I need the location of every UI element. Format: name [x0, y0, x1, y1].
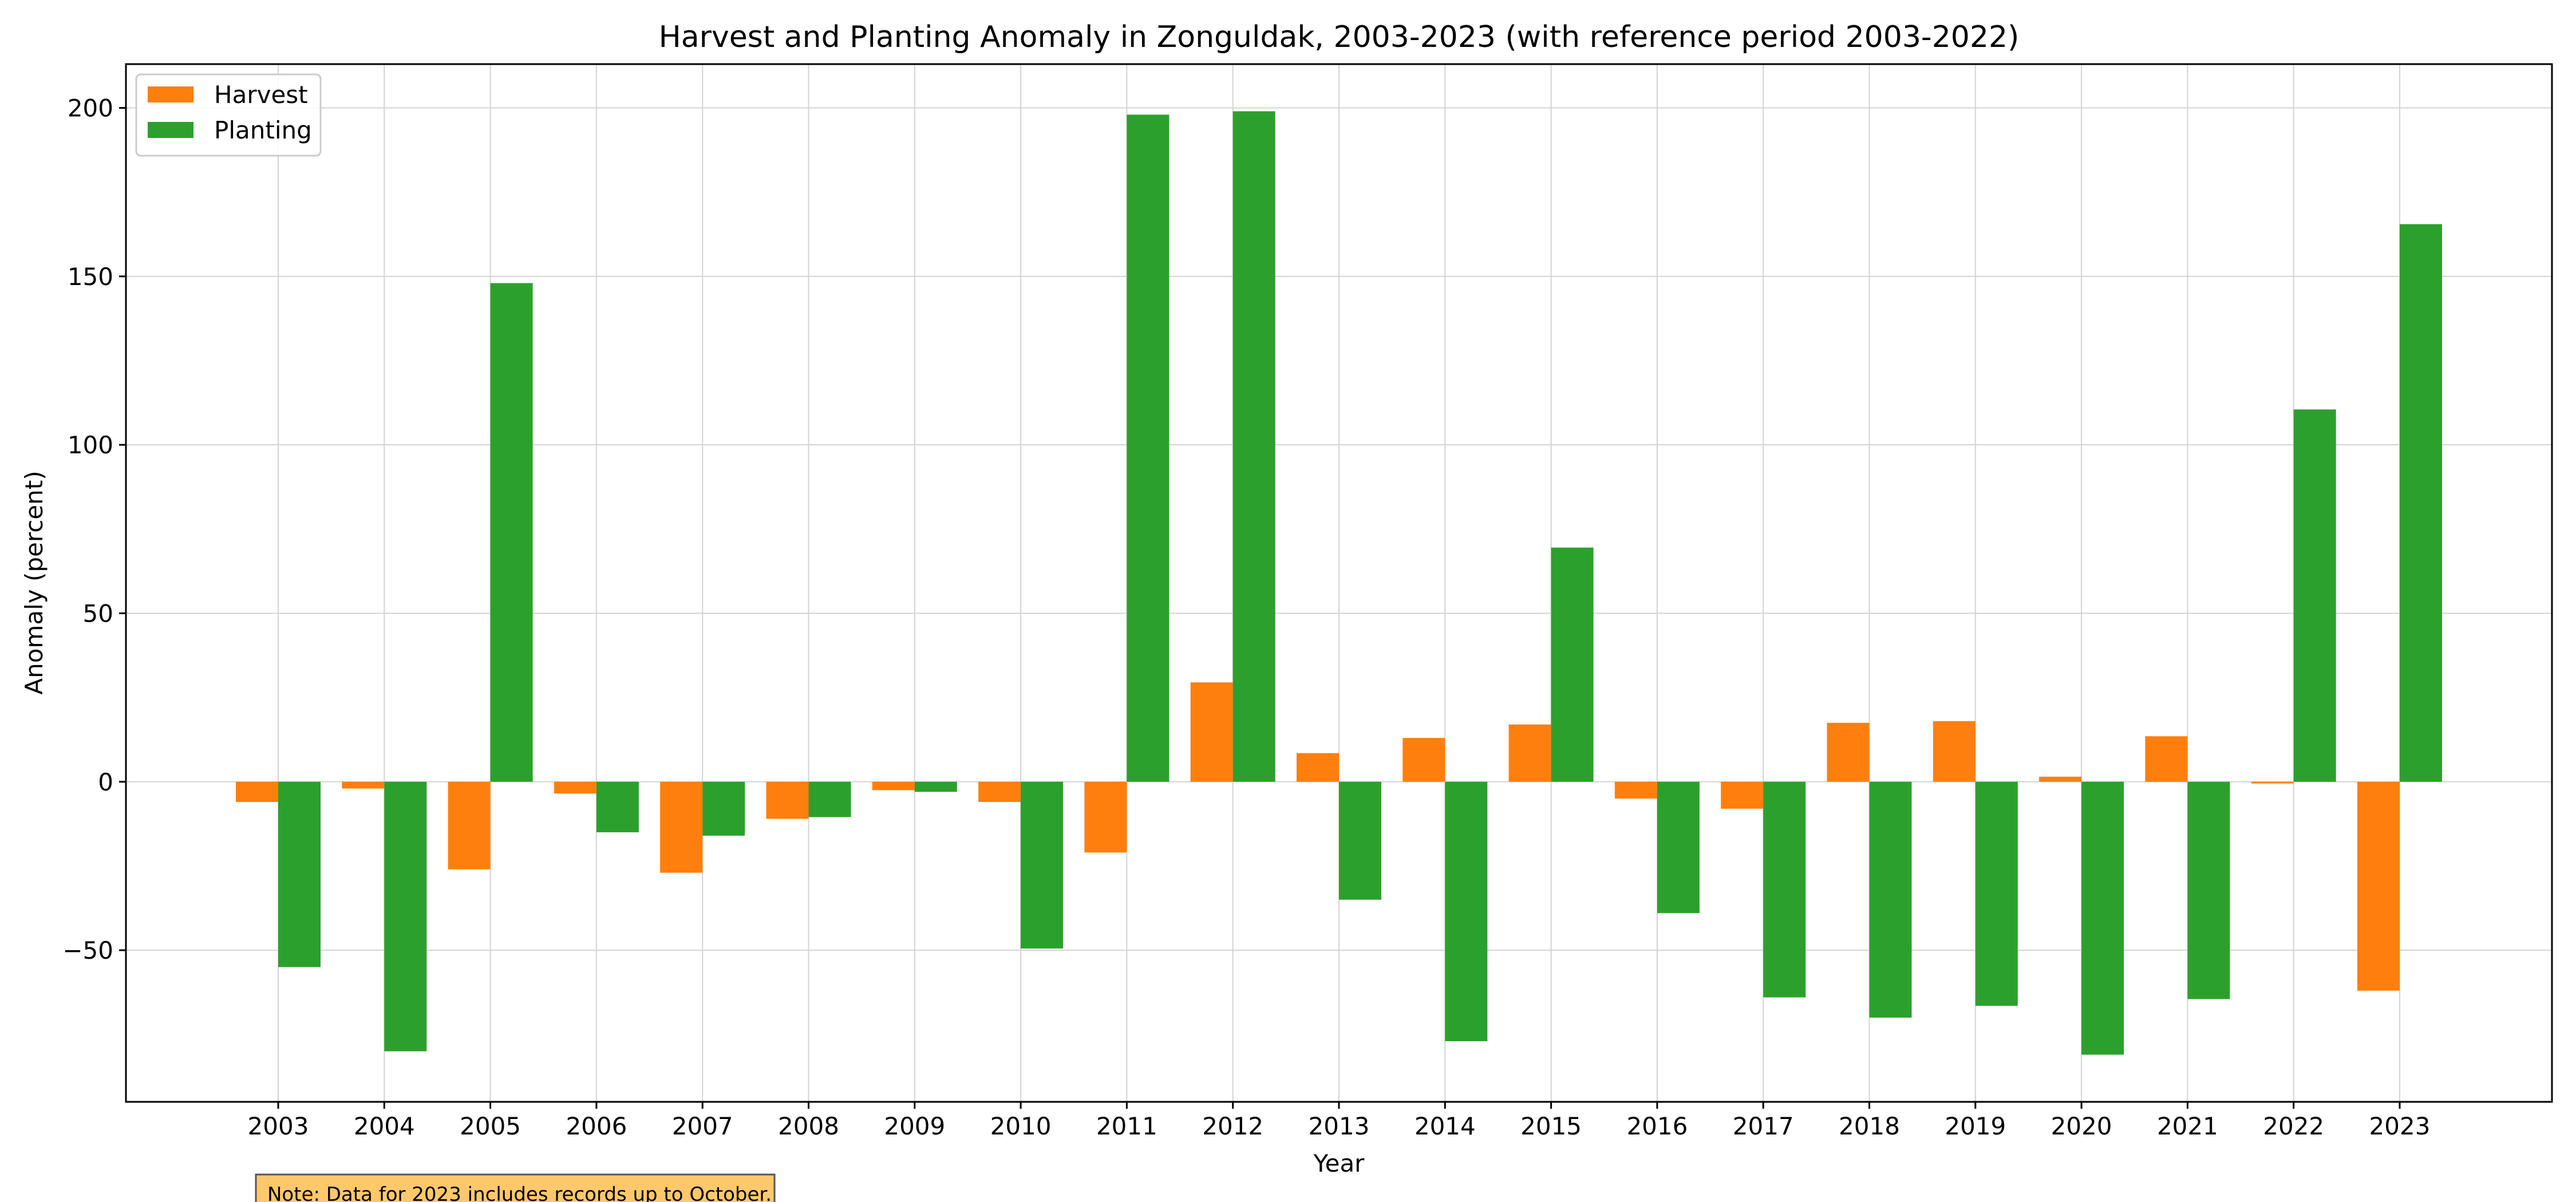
y-tick-label: 100 [68, 431, 113, 459]
x-tick-label: 2020 [2051, 1112, 2112, 1140]
legend-label-harvest: Harvest [214, 81, 308, 109]
bar-planting-2017 [1763, 781, 1806, 998]
x-tick-label: 2013 [1309, 1112, 1370, 1140]
bar-planting-2012 [1232, 111, 1275, 782]
bar-harvest-2023 [2357, 781, 2400, 991]
x-tick-label: 2009 [884, 1112, 945, 1140]
bar-planting-2010 [1021, 781, 1064, 949]
x-tick-label: 2006 [566, 1112, 627, 1140]
bar-harvest-2012 [1190, 682, 1233, 782]
legend: Harvest Planting [135, 73, 322, 157]
y-axis: 200 150 100 50 0 −50 [62, 94, 126, 964]
y-axis-label: Anomaly (percent) [20, 470, 48, 694]
bar-planting-2019 [1975, 781, 2018, 1006]
bar-planting-2018 [1869, 781, 1912, 1018]
bar-planting-2015 [1551, 547, 1594, 782]
x-tick-label: 2023 [2369, 1112, 2431, 1140]
bar-harvest-2019 [1933, 721, 1976, 782]
bar-harvest-2006 [554, 781, 596, 794]
y-tick-label: −50 [62, 936, 113, 964]
x-axis-label: Year [1313, 1149, 1365, 1177]
y-tick-label: 150 [68, 263, 113, 291]
bar-harvest-2022 [2251, 781, 2294, 784]
x-tick-label: 2007 [672, 1112, 733, 1140]
x-tick-label: 2003 [248, 1112, 309, 1140]
bar-harvest-2011 [1084, 781, 1127, 853]
legend-swatch-planting [148, 122, 193, 138]
x-tick-label: 2016 [1626, 1112, 1688, 1140]
bar-harvest-2003 [236, 781, 278, 802]
x-tick-label: 2008 [778, 1112, 839, 1140]
bar-harvest-2009 [872, 781, 915, 790]
bar-planting-2013 [1339, 781, 1381, 900]
bar-planting-2006 [596, 781, 639, 833]
bar-planting-2014 [1445, 781, 1488, 1042]
bar-harvest-2015 [1508, 724, 1551, 782]
x-tick-label: 2014 [1415, 1112, 1476, 1140]
bar-harvest-2013 [1297, 753, 1339, 782]
x-tick-label: 2018 [1839, 1112, 1900, 1140]
x-tick-label: 2017 [1733, 1112, 1794, 1140]
bar-planting-2008 [808, 781, 851, 817]
bar-planting-2020 [2081, 781, 2124, 1055]
bar-planting-2009 [914, 781, 957, 792]
bar-harvest-2014 [1402, 738, 1445, 782]
bar-harvest-2016 [1614, 781, 1657, 799]
bar-planting-2022 [2293, 409, 2336, 782]
bar-harvest-2004 [342, 781, 385, 789]
bar-planting-2021 [2187, 781, 2230, 999]
bar-harvest-2010 [978, 781, 1021, 802]
y-tick-label: 200 [68, 94, 113, 122]
bar-planting-2016 [1657, 781, 1700, 914]
x-tick-label: 2015 [1520, 1112, 1582, 1140]
x-tick-label: 2010 [990, 1112, 1052, 1140]
legend-label-planting: Planting [214, 116, 312, 144]
bar-harvest-2008 [766, 781, 809, 819]
bar-harvest-2020 [2039, 776, 2082, 782]
bar-planting-2005 [490, 283, 533, 782]
x-tick-label: 2021 [2157, 1112, 2218, 1140]
y-tick-label: 0 [98, 768, 113, 796]
legend-swatch-harvest [148, 86, 193, 102]
bar-planting-2004 [384, 781, 427, 1051]
x-tick-label: 2022 [2263, 1112, 2324, 1140]
bar-harvest-2021 [2145, 736, 2188, 782]
x-tick-label: 2012 [1202, 1112, 1263, 1140]
x-tick-label: 2005 [460, 1112, 521, 1140]
x-axis: 2003 2004 2005 2006 2007 2008 2009 2010 2011 2012… [248, 1102, 2431, 1140]
bar-planting-2007 [702, 781, 745, 836]
chart-title: Harvest and Planting Anomaly in Zongulda… [659, 20, 2020, 54]
bar-harvest-2007 [660, 781, 703, 873]
bar-planting-2023 [2400, 224, 2442, 782]
note-text: Note: Data for 2023 includes records up … [267, 1183, 772, 1202]
x-tick-label: 2011 [1096, 1112, 1157, 1140]
bar-planting-2011 [1127, 114, 1170, 782]
bars [236, 111, 2442, 1055]
bar-harvest-2017 [1721, 781, 1764, 809]
x-tick-label: 2019 [1945, 1112, 2006, 1140]
y-tick-label: 50 [83, 599, 113, 627]
note-box [255, 1173, 776, 1202]
bar-harvest-2005 [448, 781, 491, 869]
note-annotation: Note: Data for 2023 includes records up … [255, 1173, 776, 1202]
x-tick-label: 2004 [354, 1112, 415, 1140]
bar-harvest-2018 [1827, 722, 1870, 782]
bar-planting-2003 [278, 781, 321, 967]
